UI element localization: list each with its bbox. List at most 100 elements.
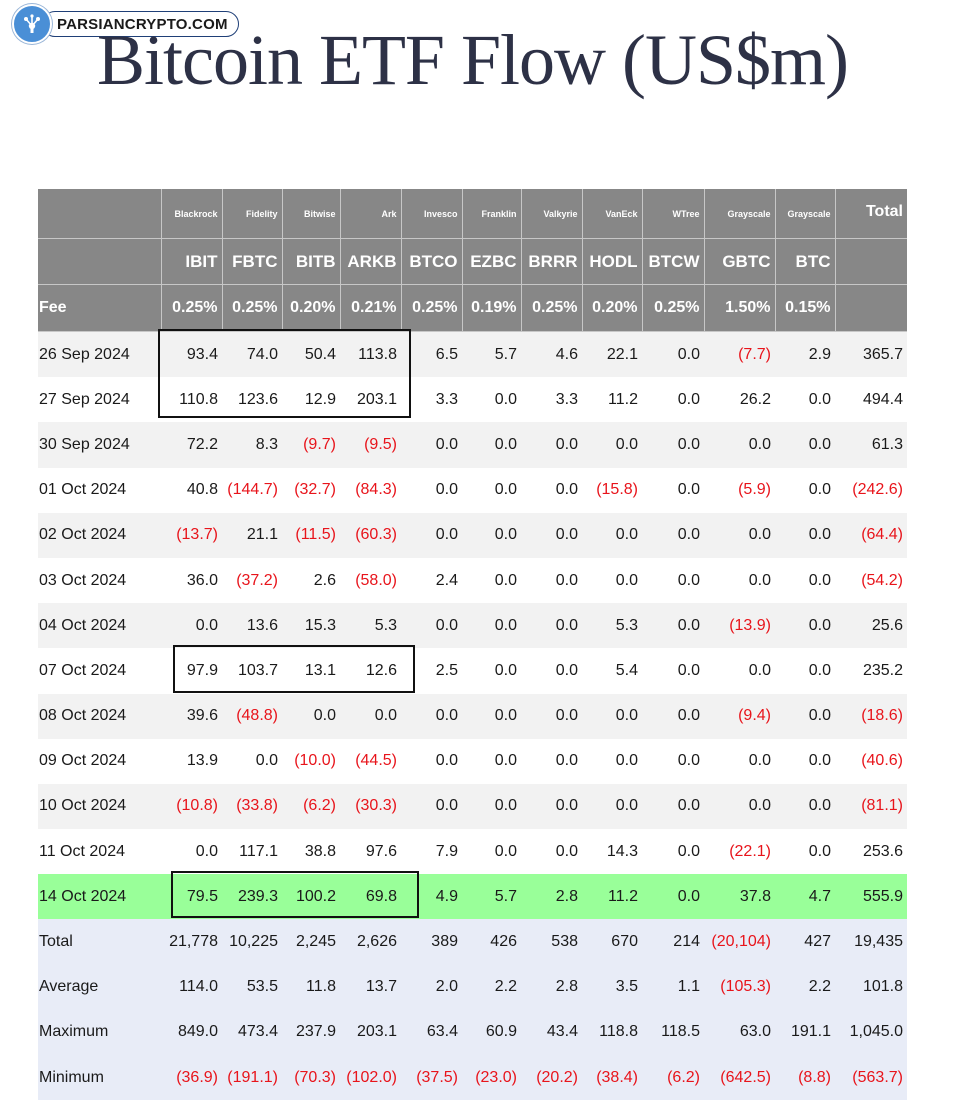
flow-cell: 0.0 xyxy=(642,603,704,649)
flow-cell: 5.3 xyxy=(582,603,642,649)
crypto-node-icon xyxy=(12,4,52,44)
summary-rows: Total 21,778 10,225 2,245 2,626 389 426 538 670 2… xyxy=(38,919,907,1101)
flow-cell: 13.9 xyxy=(161,738,222,784)
date-cell: 26 Sep 2024 xyxy=(38,331,161,378)
flow-cell: 365.7 xyxy=(835,331,907,378)
flow-cell: 0.0 xyxy=(642,467,704,513)
flow-cell: 0.0 xyxy=(521,829,582,875)
date-cell: 14 Oct 2024 xyxy=(38,874,161,920)
summary-cell: (8.8) xyxy=(775,1055,835,1101)
issuer-header: VanEck xyxy=(582,189,643,239)
summary-cell: 2,245 xyxy=(282,919,340,965)
summary-cell: (20.2) xyxy=(521,1055,582,1101)
ticker-header: BTCW xyxy=(642,238,705,285)
flow-cell: 0.0 xyxy=(462,467,521,513)
issuer-header-row: Blackrock Fidelity Bitwise Ark Invesco Frankl… xyxy=(38,189,907,239)
flow-cell: 12.9 xyxy=(282,377,340,423)
flow-cell: 25.6 xyxy=(835,603,907,649)
ticker-header-row: IBIT FBTC BITB ARKB BTCO EZBC BRRR HODL BTCW GBTC… xyxy=(38,238,907,285)
summary-cell: 203.1 xyxy=(340,1009,401,1055)
flow-rows: 26 Sep 2024 93.4 74.0 50.4 113.8 6.5 5.7 4.6 22.… xyxy=(38,331,907,920)
flow-cell: 5.7 xyxy=(462,331,521,378)
flow-cell: (13.7) xyxy=(161,512,222,558)
fee-cell: 0.19% xyxy=(462,284,522,332)
ticker-header: HODL xyxy=(582,238,643,285)
flow-cell: 0.0 xyxy=(775,738,835,784)
issuer-header: Franklin xyxy=(462,189,522,239)
flow-cell: (44.5) xyxy=(340,738,401,784)
flow-cell: (18.6) xyxy=(835,693,907,739)
table-row: 02 Oct 2024 (13.7) 21.1 (11.5) (60.3) 0.0 0.0 0… xyxy=(38,512,907,558)
flow-cell: 0.0 xyxy=(521,467,582,513)
flow-cell: 0.0 xyxy=(521,738,582,784)
flow-cell: 0.0 xyxy=(401,467,462,513)
table-row: 01 Oct 2024 40.8 (144.7) (32.7) (84.3) 0.0 0.0… xyxy=(38,467,907,513)
flow-cell: 38.8 xyxy=(282,829,340,875)
flow-cell: (9.5) xyxy=(340,422,401,468)
flow-cell: 110.8 xyxy=(161,377,222,423)
flow-cell: 0.0 xyxy=(642,422,704,468)
flow-cell: 14.3 xyxy=(582,829,642,875)
flow-cell: 494.4 xyxy=(835,377,907,423)
flow-cell: (10.8) xyxy=(161,783,222,830)
summary-cell: 21,778 xyxy=(161,919,222,965)
flow-cell: 36.0 xyxy=(161,557,222,604)
flow-cell: 0.0 xyxy=(775,783,835,830)
ticker-header: BTCO xyxy=(401,238,463,285)
flow-cell: 113.8 xyxy=(340,331,401,378)
site-logo[interactable]: PARSIANCRYPTO.COM xyxy=(12,4,239,44)
flow-cell: (5.9) xyxy=(704,467,775,513)
flow-cell: 0.0 xyxy=(521,693,582,739)
summary-cell: 11.8 xyxy=(282,964,340,1010)
flow-cell: 0.0 xyxy=(775,603,835,649)
flow-cell: (32.7) xyxy=(282,467,340,513)
ticker-header: GBTC xyxy=(704,238,776,285)
flow-cell: 61.3 xyxy=(835,422,907,468)
flow-cell: 22.1 xyxy=(582,331,642,378)
ticker-header: ARKB xyxy=(340,238,402,285)
flow-cell: 0.0 xyxy=(401,603,462,649)
summary-cell: 538 xyxy=(521,919,582,965)
flow-cell: 6.5 xyxy=(401,331,462,378)
flow-cell: 21.1 xyxy=(222,512,282,558)
flow-cell: 79.5 xyxy=(161,874,222,920)
issuer-header: WTree xyxy=(642,189,705,239)
fee-cell: 1.50% xyxy=(704,284,776,332)
issuer-header: Grayscale xyxy=(704,189,776,239)
summary-cell: 2,626 xyxy=(340,919,401,965)
summary-cell: 2.2 xyxy=(462,964,521,1010)
flow-cell: (242.6) xyxy=(835,467,907,513)
flow-cell: 0.0 xyxy=(704,422,775,468)
flow-cell: 100.2 xyxy=(282,874,340,920)
fee-cell: 0.20% xyxy=(282,284,341,332)
flow-cell: 0.0 xyxy=(775,512,835,558)
flow-cell: (54.2) xyxy=(835,557,907,604)
summary-cell: 10,225 xyxy=(222,919,282,965)
fee-cell: 0.25% xyxy=(161,284,223,332)
flow-cell: 7.9 xyxy=(401,829,462,875)
flow-cell: 0.0 xyxy=(340,693,401,739)
flow-cell: 2.5 xyxy=(401,648,462,694)
flow-cell: 0.0 xyxy=(521,603,582,649)
flow-cell: (15.8) xyxy=(582,467,642,513)
flow-cell: 72.2 xyxy=(161,422,222,468)
flow-cell: 0.0 xyxy=(582,783,642,830)
flow-cell: 0.0 xyxy=(462,738,521,784)
flow-cell: 0.0 xyxy=(401,693,462,739)
flow-cell: 0.0 xyxy=(521,422,582,468)
date-cell: 07 Oct 2024 xyxy=(38,648,161,694)
flow-cell: 0.0 xyxy=(642,648,704,694)
summary-cell: 2.0 xyxy=(401,964,462,1010)
flow-cell: 0.0 xyxy=(704,738,775,784)
fee-label: Fee xyxy=(38,284,162,332)
flow-cell: 2.6 xyxy=(282,557,340,604)
flow-cell: 103.7 xyxy=(222,648,282,694)
flow-cell: 5.7 xyxy=(462,874,521,920)
flow-cell: 0.0 xyxy=(642,783,704,830)
flow-cell: 26.2 xyxy=(704,377,775,423)
flow-cell: 3.3 xyxy=(401,377,462,423)
fee-cell: 0.25% xyxy=(521,284,583,332)
flow-cell: 0.0 xyxy=(582,738,642,784)
summary-cell: 114.0 xyxy=(161,964,222,1010)
summary-cell: 53.5 xyxy=(222,964,282,1010)
